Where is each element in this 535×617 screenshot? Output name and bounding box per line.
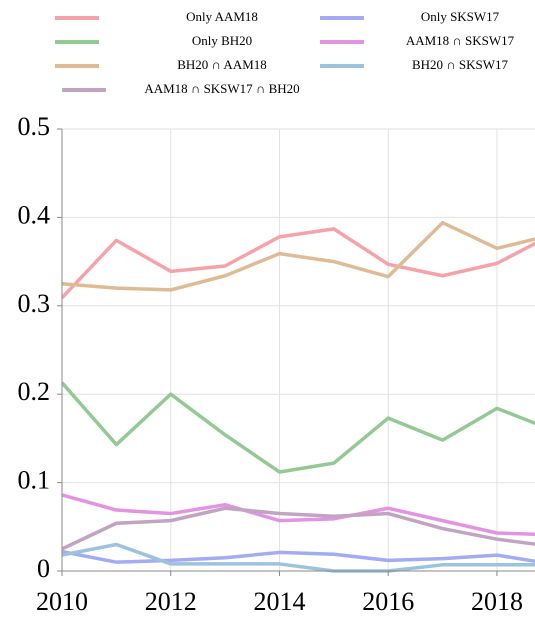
series-line bbox=[62, 227, 535, 300]
legend-label: Only AAM18 bbox=[186, 9, 258, 24]
series-line bbox=[62, 542, 535, 573]
y-tick-label: 0.5 bbox=[18, 112, 51, 141]
y-tick-label: 0.2 bbox=[18, 377, 51, 406]
legend-label: AAM18 ∩ SKSW17 bbox=[406, 33, 515, 48]
legend-label: Only BH20 bbox=[192, 33, 252, 48]
legend-label: AAM18 ∩ SKSW17 ∩ BH20 bbox=[144, 81, 299, 96]
legend-label: BH20 ∩ SKSW17 bbox=[412, 57, 509, 72]
x-tick-label: 2012 bbox=[145, 587, 197, 616]
x-tick-label: 2018 bbox=[471, 587, 523, 616]
series-line bbox=[62, 381, 535, 474]
y-tick-label: 0.1 bbox=[18, 466, 51, 495]
series-line bbox=[62, 506, 535, 551]
x-tick-label: 2016 bbox=[362, 587, 414, 616]
y-tick-label: 0.3 bbox=[18, 289, 51, 318]
legend-label: Only SKSW17 bbox=[421, 9, 500, 24]
x-tick-label: 2014 bbox=[253, 587, 305, 616]
x-tick-label: 2010 bbox=[36, 587, 88, 616]
y-tick-label: 0 bbox=[37, 554, 50, 583]
y-tick-label: 0.4 bbox=[18, 200, 51, 229]
series-line bbox=[62, 220, 535, 292]
series-line bbox=[62, 549, 535, 564]
legend-label: BH20 ∩ AAM18 bbox=[177, 57, 267, 72]
series-line bbox=[62, 493, 535, 536]
